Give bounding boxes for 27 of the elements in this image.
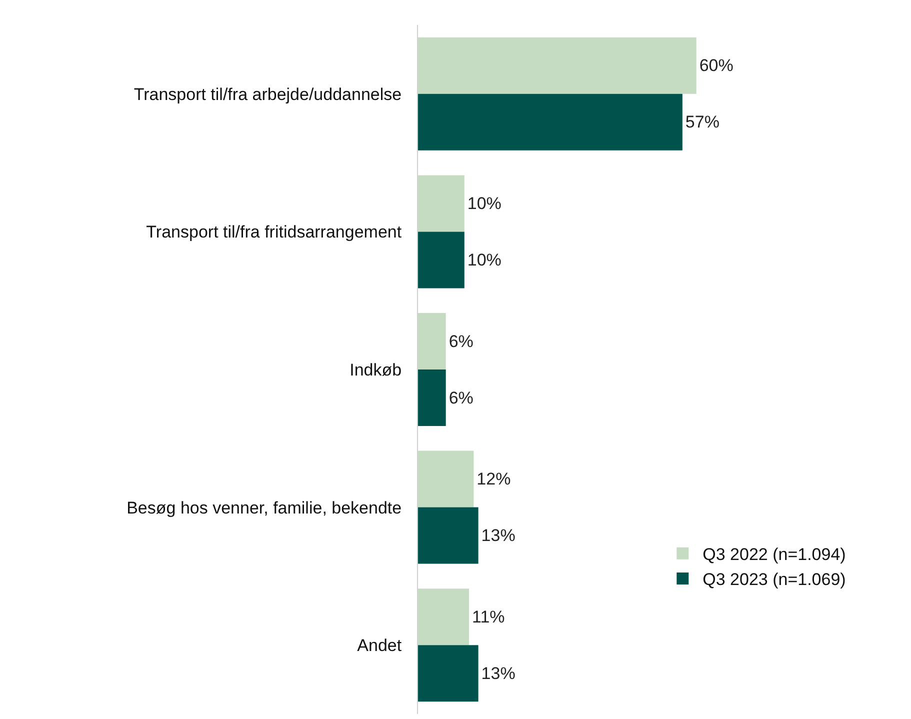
bar: [418, 94, 682, 150]
bar: [418, 175, 464, 232]
bar: [418, 313, 446, 370]
bar: [418, 370, 446, 426]
bar: [418, 645, 478, 702]
y-tick-label: Besøg hos venner, familie, bekendte: [126, 498, 402, 518]
data-label: 13%: [481, 526, 516, 546]
data-label: 6%: [448, 332, 474, 351]
legend-label: Q3 2023 (n=1.069): [702, 570, 846, 590]
y-tick-label: Indkøb: [350, 360, 402, 380]
bar: [418, 588, 470, 646]
y-tick-label: Transport til/fra arbejde/uddannelse: [134, 84, 402, 104]
y-tick-label: Transport til/fra fritidsarrangement: [146, 222, 402, 242]
bar: [418, 507, 478, 564]
data-label: 12%: [476, 470, 511, 489]
bar: [418, 232, 464, 288]
data-label: 57%: [685, 112, 720, 132]
data-label: 11%: [472, 607, 505, 626]
y-tick-label: Andet: [357, 636, 402, 656]
bar: [418, 37, 696, 94]
data-label: 10%: [467, 250, 502, 270]
data-label: 60%: [699, 56, 734, 76]
data-label: 10%: [467, 194, 502, 213]
data-label: 13%: [481, 664, 516, 683]
bar: [418, 450, 474, 508]
legend-label: Q3 2022 (n=1.094): [702, 545, 846, 564]
data-label: 6%: [448, 388, 474, 408]
